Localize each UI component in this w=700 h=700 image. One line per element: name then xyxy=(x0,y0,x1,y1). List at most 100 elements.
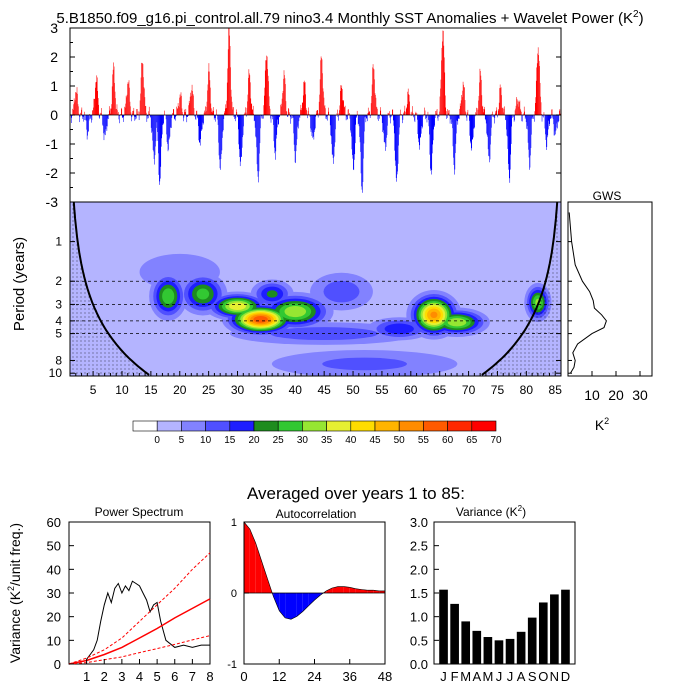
sst-ytick-label: 0 xyxy=(50,107,58,123)
anomaly-bar xyxy=(300,109,301,115)
anomaly-bar xyxy=(235,115,237,119)
anomaly-bar xyxy=(141,62,142,115)
anomaly-bar xyxy=(312,115,313,138)
gws-line xyxy=(568,212,607,374)
colorbar-swatch xyxy=(181,420,206,432)
anomaly-bar xyxy=(449,115,450,117)
anomaly-bar xyxy=(421,115,422,127)
gws-xtick-label: 30 xyxy=(632,387,648,403)
anomaly-bar xyxy=(381,115,383,123)
colorbar-swatch xyxy=(350,420,376,432)
anomaly-bar xyxy=(192,93,194,115)
anomaly-bar xyxy=(387,112,389,115)
anomaly-bar xyxy=(524,115,526,119)
anomaly-bar xyxy=(207,90,208,115)
anomaly-bar xyxy=(469,115,470,121)
anomaly-bar xyxy=(289,115,291,117)
anomaly-bar xyxy=(465,111,466,115)
anomaly-bar xyxy=(272,115,273,120)
anomaly-bar xyxy=(517,100,519,115)
anomaly-bar xyxy=(314,115,315,133)
anomaly-bar xyxy=(433,115,435,126)
variance-xtick-label: D xyxy=(561,669,570,684)
anomaly-bar xyxy=(234,115,236,117)
anomaly-bar xyxy=(416,112,418,115)
anomaly-bar xyxy=(431,115,433,171)
anomaly-bar xyxy=(556,115,558,128)
anomaly-bar xyxy=(96,77,98,115)
colorbar-label: 55 xyxy=(418,435,430,446)
ac-area-segment xyxy=(273,593,280,611)
colorbar-swatch xyxy=(156,420,182,432)
anomaly-bar xyxy=(418,115,420,150)
anomaly-bar xyxy=(546,115,548,147)
anomaly-bar xyxy=(174,115,176,120)
anomaly-bar xyxy=(529,115,530,170)
anomaly-bar xyxy=(272,115,274,117)
anomaly-bar xyxy=(132,110,133,115)
anomaly-bar xyxy=(122,115,124,118)
anomaly-bar xyxy=(162,115,164,124)
anomaly-bar xyxy=(254,115,255,121)
anomaly-bar xyxy=(143,87,145,115)
anomaly-bar xyxy=(223,115,225,120)
contour-region xyxy=(266,290,278,298)
contour-region xyxy=(447,318,467,327)
anomaly-bar xyxy=(520,108,521,115)
anomaly-bar xyxy=(208,71,209,115)
anomaly-bar xyxy=(108,106,110,115)
anomaly-bar xyxy=(151,115,153,132)
anomaly-bar xyxy=(299,115,300,118)
contour-region xyxy=(162,288,175,305)
anomaly-bar xyxy=(386,115,387,138)
anomaly-bar xyxy=(142,64,144,115)
anomaly-bar xyxy=(504,106,505,115)
anomaly-bar xyxy=(180,96,181,115)
anomaly-bar xyxy=(183,115,185,118)
anomaly-bar xyxy=(110,108,112,115)
colorbar-label: 35 xyxy=(321,435,333,446)
anomaly-bar xyxy=(216,115,218,116)
anomaly-bar xyxy=(365,115,366,117)
anomaly-bar xyxy=(319,79,321,115)
anomaly-bar xyxy=(483,106,485,115)
anomaly-bar xyxy=(484,115,486,120)
anomaly-bar xyxy=(332,115,333,155)
anomaly-bar xyxy=(119,115,120,124)
anomaly-bar xyxy=(113,62,114,115)
anomaly-bar xyxy=(526,115,527,129)
anomaly-bar xyxy=(166,115,167,135)
anomaly-bar xyxy=(134,115,136,117)
anomaly-bar xyxy=(337,109,338,115)
anomaly-bar xyxy=(405,108,407,115)
anomaly-bar xyxy=(98,104,99,115)
sst-ytick-label: 3 xyxy=(50,20,58,36)
anomaly-bar xyxy=(471,115,473,149)
anomaly-bar xyxy=(472,115,473,140)
anomaly-bar xyxy=(492,111,493,115)
anomaly-bar xyxy=(283,78,284,115)
wavelet-ytick-label: 2 xyxy=(55,274,62,288)
ac-title: Autocorrelation xyxy=(276,507,357,521)
anomaly-bar xyxy=(440,79,442,115)
anomaly-bar xyxy=(99,112,101,115)
anomaly-bar xyxy=(508,115,509,164)
anomaly-bar xyxy=(91,115,92,123)
anomaly-bar xyxy=(326,115,328,117)
anomaly-bar xyxy=(323,91,324,115)
anomaly-bar xyxy=(420,115,422,134)
ps-xtick-label: 3 xyxy=(118,669,125,684)
anomaly-bar xyxy=(156,115,158,123)
ac-area-segment xyxy=(308,593,315,606)
anomaly-bar xyxy=(106,115,107,127)
anomaly-bar xyxy=(417,115,418,120)
anomaly-bar xyxy=(519,101,520,115)
anomaly-bar xyxy=(103,115,105,141)
anomaly-bar xyxy=(200,115,202,130)
anomaly-bar xyxy=(534,115,535,122)
ac-area-segment xyxy=(379,590,385,593)
anomaly-bar xyxy=(483,108,484,115)
anomaly-bar xyxy=(259,115,261,144)
anomaly-bar xyxy=(464,87,465,115)
ac-area-segment xyxy=(326,588,333,593)
